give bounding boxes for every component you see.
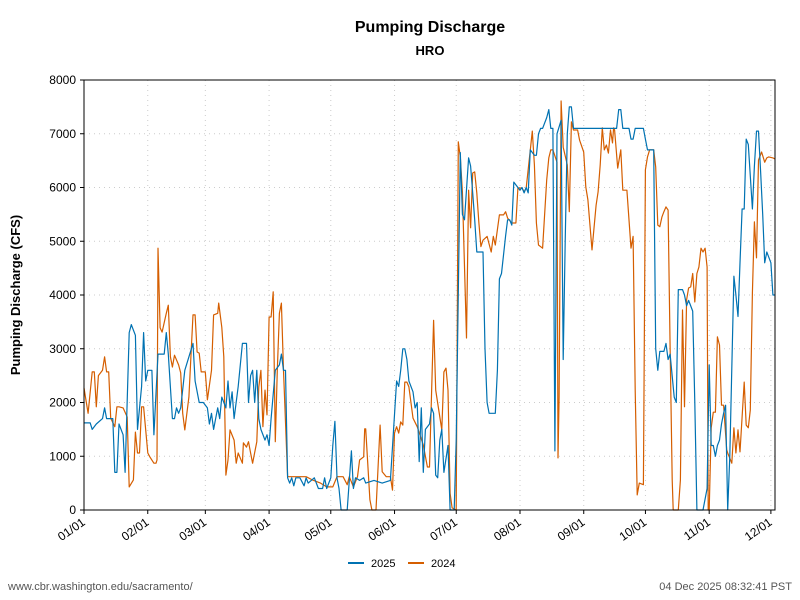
series-line-2024 [83, 100, 776, 511]
series-lines [83, 100, 776, 511]
x-tick-label: 05/01 [302, 515, 335, 544]
x-tick-label: 10/01 [617, 515, 650, 544]
x-tick-label: 02/01 [119, 515, 152, 544]
y-tick-label: 3000 [49, 342, 76, 356]
x-tick-label: 11/01 [681, 515, 713, 543]
y-tick-label: 7000 [49, 127, 76, 141]
y-tick-label: 5000 [49, 234, 76, 248]
x-tick-label: 04/01 [240, 515, 273, 544]
x-tick-label: 07/01 [427, 515, 460, 544]
y-tick-label: 1000 [49, 449, 76, 463]
y-tick-label: 6000 [49, 181, 76, 195]
x-tick-label: 08/01 [491, 515, 524, 544]
x-tick-label: 01/01 [55, 515, 88, 544]
x-tick-label: 12/01 [742, 515, 775, 544]
x-tick-label: 03/01 [176, 515, 209, 544]
timestamp: 04 Dec 2025 08:32:41 PST [659, 581, 792, 593]
x-tick-label: 09/01 [555, 515, 588, 544]
source-url[interactable]: www.cbr.washington.edu/sacramento/ [8, 581, 193, 593]
y-tick-label: 2000 [49, 396, 76, 410]
y-tick-label: 0 [69, 503, 76, 517]
x-tick-label: 06/01 [366, 515, 399, 544]
y-tick-label: 4000 [49, 288, 76, 302]
chart-title: Pumping Discharge [355, 19, 505, 36]
series-line-2025 [84, 106, 775, 511]
legend: 2025 2024 [348, 558, 455, 570]
chart-subtitle: HRO [416, 43, 445, 58]
legend-label-2024: 2024 [431, 558, 455, 570]
legend-label-2025: 2025 [371, 558, 395, 570]
y-tick-label: 8000 [49, 73, 76, 87]
y-axis-label: Pumping Discharge (CFS) [8, 215, 23, 375]
